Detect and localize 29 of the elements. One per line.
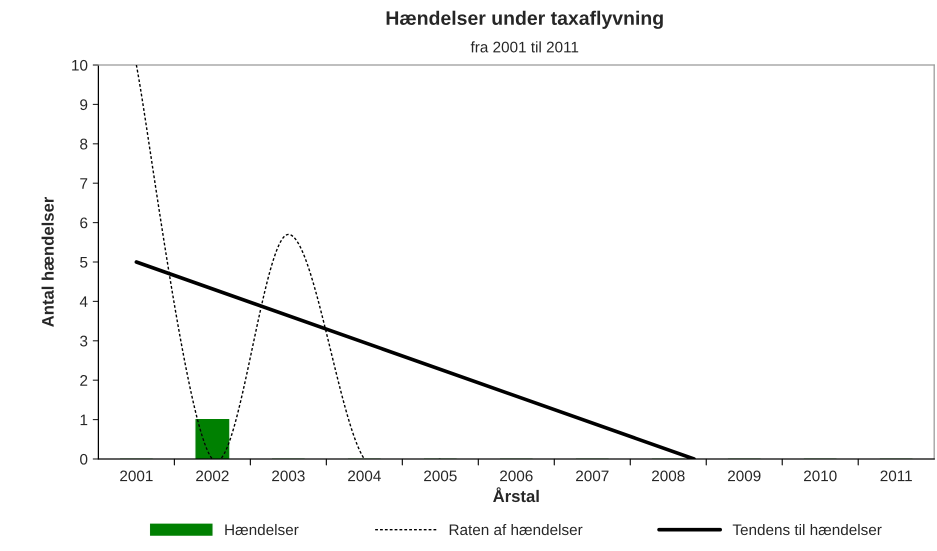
y-tick-label: 7	[80, 178, 88, 189]
legend-label: Tendens til hændelser	[732, 524, 882, 536]
y-tick-label: 1	[80, 414, 88, 426]
y-tick-label: 8	[80, 138, 88, 150]
y-tick-label: 9	[80, 99, 88, 110]
legend-label: Raten af hændelser	[450, 524, 582, 536]
y-tick-label: 2	[80, 375, 88, 386]
y-tick-label: 10	[72, 60, 88, 71]
x-tick-label: 2009	[728, 470, 761, 482]
chart-title: Hændelser under taxaflyvning	[386, 10, 663, 29]
chart-subtitle: fra 2001 til 2011	[470, 41, 578, 52]
x-tick-label: 2001	[120, 470, 153, 482]
x-tick-label: 2008	[652, 470, 685, 482]
x-tick-label: 2005	[424, 470, 457, 482]
x-tick-label: 2004	[348, 470, 381, 482]
x-tick-label: 2010	[804, 470, 837, 482]
x-tick-label: 2002	[196, 470, 229, 482]
y-axis-title: Antal hændelser	[42, 196, 54, 327]
x-axis-title: Årstal	[493, 487, 539, 502]
y-tick-label: 0	[80, 454, 88, 465]
y-tick-label: 4	[80, 296, 88, 307]
y-tick-label: 5	[80, 257, 88, 268]
x-tick-label: 2007	[576, 470, 608, 482]
y-tick-label: 6	[80, 217, 88, 228]
x-tick-label: 2011	[880, 470, 912, 482]
x-tick-label: 2006	[500, 470, 533, 482]
y-tick-label: 3	[80, 336, 88, 346]
x-tick-label: 2003	[272, 470, 305, 482]
legend-label: Hændelser	[225, 524, 299, 536]
